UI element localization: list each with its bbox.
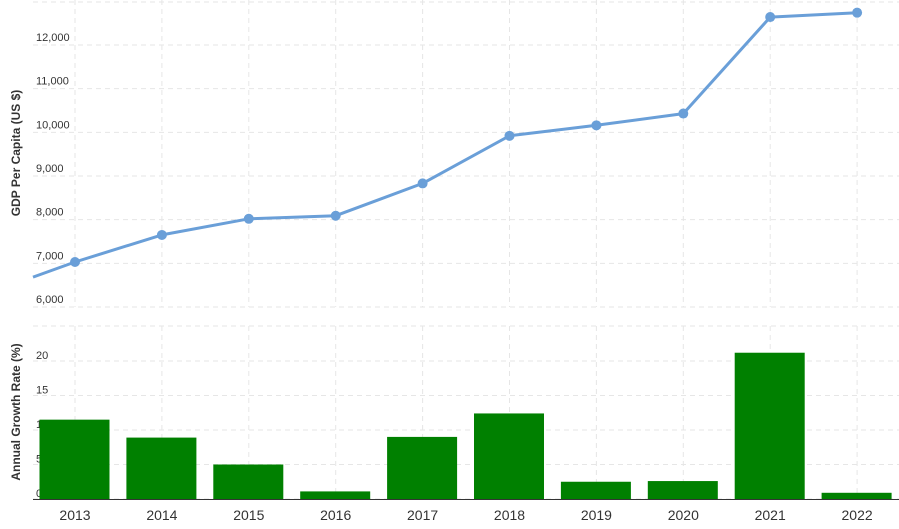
gdp-data-point	[156, 229, 167, 240]
gdp-data-point	[417, 178, 428, 189]
top-y-tick-label: 6,000	[36, 294, 64, 306]
bottom-y-tick-label: 5	[36, 454, 42, 466]
x-tick-label: 2017	[407, 507, 438, 523]
x-axis: 2013 2014 2015 2016 2017 2018 2019 2020 2021 2022	[33, 499, 899, 523]
top-y-tick-label: 7,000	[36, 250, 64, 262]
gdp-data-point	[852, 7, 863, 18]
growth-bar	[39, 419, 110, 499]
growth-rate-panel: 05101520	[33, 325, 899, 500]
top-y-axis-label: GDP Per Capita (US $)	[9, 90, 23, 216]
growth-bar	[560, 481, 631, 499]
gdp-data-point	[70, 257, 80, 268]
growth-bar	[821, 492, 892, 499]
growth-bar	[474, 413, 544, 499]
bottom-y-axis-label: Annual Growth Rate (%)	[9, 343, 23, 480]
top-y-tick-label: 9,000	[36, 163, 64, 175]
bottom-y-tick-label: 20	[36, 350, 48, 362]
gdp-series-line	[32, 11, 858, 279]
top-y-tick-label: 11,000	[36, 76, 69, 88]
gdp-data-point	[330, 210, 341, 221]
bottom-y-tick-label: 15	[36, 385, 48, 397]
growth-bar	[734, 352, 805, 499]
gdp-per-capita-panel: 6,000 7,000 8,000 9,000 10,000 11,000 12,000	[32, 0, 899, 308]
x-tick-label: 2018	[494, 507, 525, 523]
growth-bar	[126, 437, 197, 499]
gdp-data-point	[243, 213, 254, 224]
x-tick-label: 2020	[668, 507, 699, 523]
x-tick-label: 2021	[755, 507, 786, 523]
gdp-data-point	[591, 120, 602, 131]
growth-bar	[647, 481, 718, 499]
x-tick-label: 2013	[59, 507, 90, 523]
gdp-data-point	[504, 130, 515, 141]
x-tick-label: 2016	[320, 507, 351, 523]
x-tick-label: 2015	[233, 507, 264, 523]
growth-bar	[300, 491, 371, 499]
bottom-y-tick-label: 0	[36, 488, 42, 500]
growth-bar	[387, 436, 458, 499]
growth-bar	[213, 464, 284, 499]
x-tick-label: 2014	[146, 507, 177, 523]
top-y-tick-label: 8,000	[36, 207, 64, 219]
top-y-tick-label: 12,000	[36, 32, 70, 44]
gdp-data-point	[678, 108, 689, 119]
top-y-tick-label: 10,000	[36, 119, 70, 131]
gdp-data-point	[765, 12, 776, 23]
x-tick-label: 2022	[842, 507, 873, 523]
x-tick-label: 2019	[581, 507, 612, 523]
